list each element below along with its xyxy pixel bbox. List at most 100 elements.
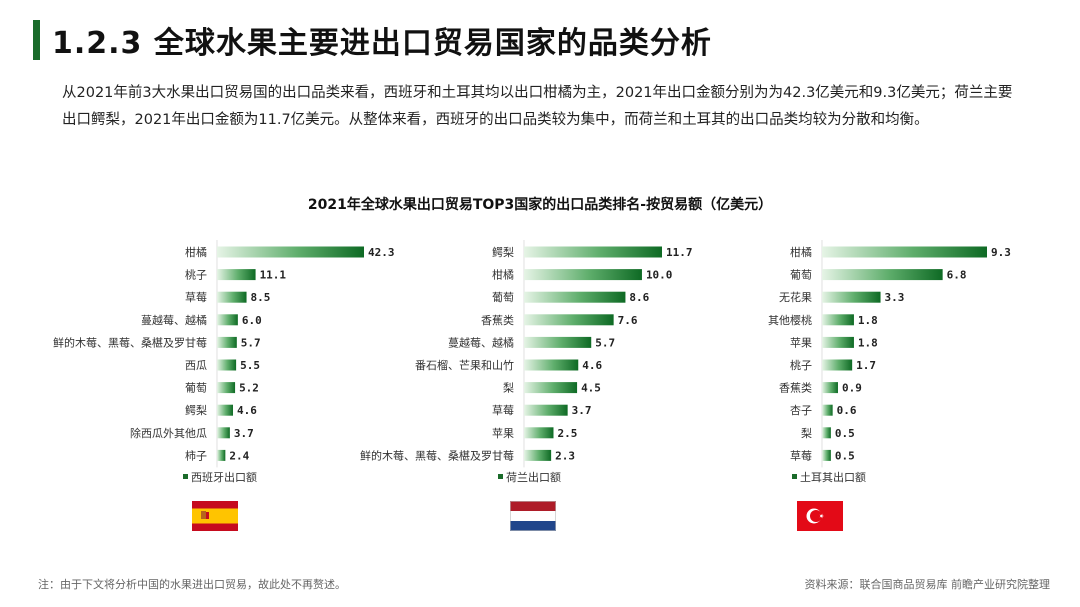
legend: 荷兰出口额	[498, 470, 561, 484]
category-label: 鳄梨	[185, 403, 207, 417]
data-label: 1.8	[858, 336, 878, 349]
chart-panel-1: 柑橘 42.3 桃子 11.1 草莓 8.5 蔓越莓、越橘 6.0 鲜的木莓、黑莓、桑椹及罗甘莓…	[53, 240, 395, 484]
category-label: 蔓越莓、越橘	[141, 313, 207, 327]
bar	[524, 246, 662, 258]
data-label: 2.5	[557, 427, 577, 440]
data-label: 0.6	[837, 404, 857, 417]
netherlands-flag-icon	[510, 501, 556, 531]
data-label: 4.6	[582, 359, 602, 372]
data-label: 4.6	[237, 404, 257, 417]
bar	[822, 404, 833, 416]
title-accent-bar	[33, 20, 40, 60]
bar	[217, 291, 247, 303]
category-label: 香蕉类	[779, 381, 812, 395]
data-label: 4.5	[581, 382, 601, 395]
bar	[822, 382, 838, 394]
data-label: 5.7	[595, 336, 615, 349]
bar	[217, 449, 226, 461]
footnote: 注：由于下文将分析中国的水果进出口贸易，故此处不再赘述。	[38, 578, 346, 591]
intro-paragraph: 从2021年前3大水果出口贸易国的出口品类来看，西班牙和土耳其均以出口柑橘为主，…	[62, 85, 1013, 128]
bar	[822, 427, 831, 439]
legend-swatch	[792, 474, 797, 479]
bar	[822, 359, 853, 371]
category-label: 草莓	[790, 449, 812, 462]
category-label: 葡萄	[185, 382, 207, 395]
data-label: 1.7	[856, 359, 876, 372]
source-note: 资料来源：联合国商品贸易库 前瞻产业研究院整理	[804, 578, 1051, 591]
chart-panel-3: 柑橘 9.3 葡萄 6.8 无花果 3.3 其他樱桃 1.8 苹果 1.8 桃子 1.7 香蕉类 0.9 杏…	[768, 240, 1011, 484]
spain-flag-icon	[192, 501, 238, 531]
category-label: 苹果	[492, 426, 514, 440]
legend-label: 西班牙出口额	[191, 470, 257, 484]
category-label: 苹果	[790, 335, 812, 349]
data-label: 9.3	[991, 246, 1011, 259]
data-label: 0.9	[842, 382, 862, 395]
category-label: 葡萄	[492, 291, 514, 304]
data-label: 42.3	[368, 246, 395, 259]
category-label: 番石榴、芒果和山竹	[415, 358, 514, 372]
data-label: 3.7	[572, 404, 592, 417]
bar	[524, 336, 592, 348]
category-label: 草莓	[185, 291, 207, 304]
bar	[217, 246, 364, 258]
bar	[217, 404, 233, 416]
legend: 西班牙出口额	[183, 470, 257, 484]
legend-swatch	[498, 474, 503, 479]
legend-label: 荷兰出口额	[506, 470, 561, 484]
bar	[822, 336, 854, 348]
bar	[217, 336, 237, 348]
category-label: 柑橘	[790, 245, 812, 259]
data-label: 7.6	[618, 314, 638, 327]
category-label: 柑橘	[492, 268, 514, 282]
bar	[524, 449, 552, 461]
data-label: 5.2	[239, 382, 259, 395]
bar	[822, 269, 943, 281]
data-label: 8.6	[629, 291, 649, 304]
data-label: 3.3	[885, 291, 905, 304]
category-label: 鳄梨	[492, 245, 514, 259]
category-label: 西瓜	[185, 359, 207, 372]
bar	[524, 427, 554, 439]
category-label: 香蕉类	[481, 313, 514, 327]
legend: 土耳其出口额	[792, 470, 866, 484]
data-label: 6.0	[242, 314, 262, 327]
bar	[217, 269, 256, 281]
category-label: 葡萄	[790, 269, 812, 282]
data-label: 3.7	[234, 427, 254, 440]
category-label: 鲜的木莓、黑莓、桑椹及罗甘莓	[53, 335, 207, 349]
bar	[822, 449, 831, 461]
bar	[524, 314, 614, 326]
category-label: 鲜的木莓、黑莓、桑椹及罗甘莓	[360, 448, 514, 462]
bar	[524, 269, 642, 281]
data-label: 2.4	[229, 449, 249, 462]
data-label: 0.5	[835, 449, 855, 462]
bar	[822, 246, 987, 258]
data-label: 2.3	[555, 449, 575, 462]
data-label: 10.0	[646, 269, 673, 282]
category-label: 桃子	[185, 268, 207, 282]
bar	[524, 359, 579, 371]
chart-title: 2021年全球水果出口贸易TOP3国家的出口品类排名-按贸易额（亿美元）	[307, 197, 773, 213]
bar	[524, 382, 578, 394]
category-label: 除西瓜外其他瓜	[130, 426, 207, 440]
category-label: 柑橘	[185, 245, 207, 259]
bar	[524, 291, 626, 303]
data-label: 5.5	[240, 359, 260, 372]
data-label: 11.7	[666, 246, 693, 259]
category-label: 蔓越莓、越橘	[448, 335, 514, 349]
data-label: 0.5	[835, 427, 855, 440]
category-label: 桃子	[790, 358, 812, 372]
category-label: 梨	[801, 426, 812, 440]
bar	[822, 291, 881, 303]
category-label: 柿子	[185, 448, 207, 462]
category-label: 梨	[503, 381, 514, 395]
category-label: 无花果	[779, 291, 812, 304]
bar	[217, 314, 238, 326]
data-label: 1.8	[858, 314, 878, 327]
category-label: 杏子	[790, 404, 812, 417]
data-label: 5.7	[241, 336, 261, 349]
legend-label: 土耳其出口额	[800, 470, 866, 484]
bar	[217, 427, 230, 439]
legend-swatch	[183, 474, 188, 479]
